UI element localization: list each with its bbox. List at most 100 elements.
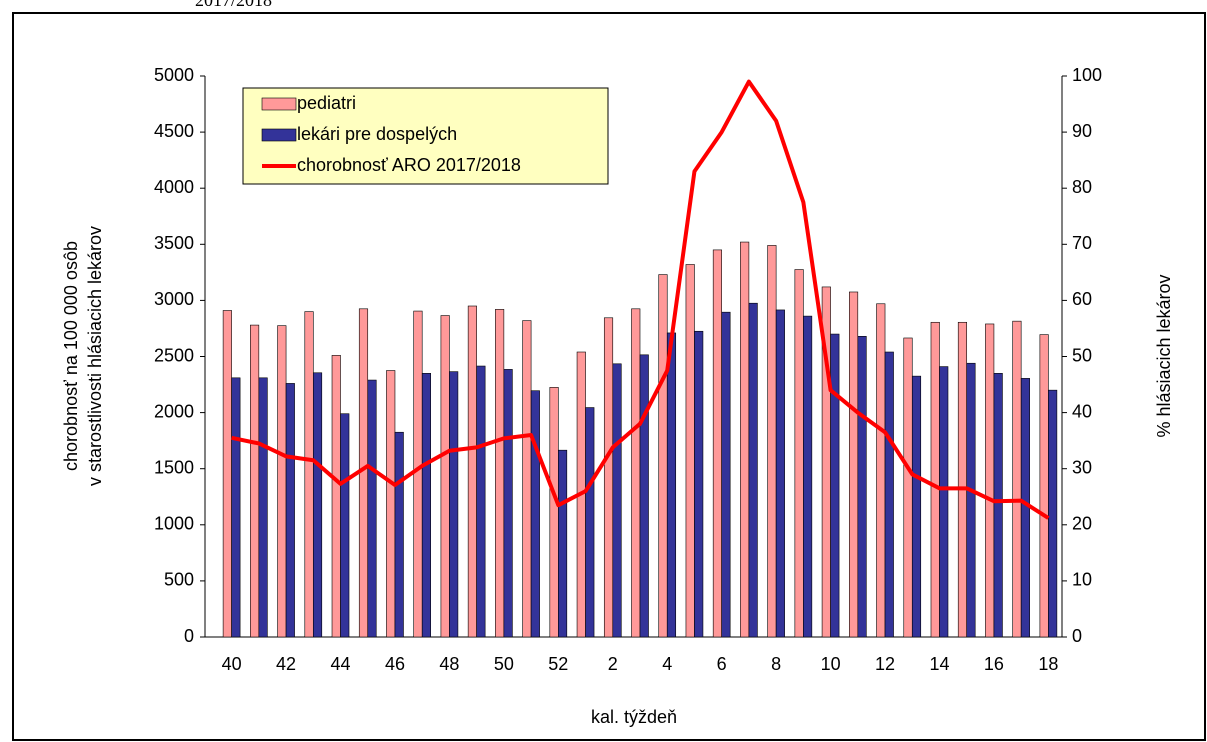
bar xyxy=(449,371,459,638)
legend-label: pediatri xyxy=(297,93,356,113)
bar xyxy=(1012,320,1022,638)
legend-swatch xyxy=(261,97,297,111)
bar xyxy=(957,321,968,638)
bar xyxy=(585,407,595,638)
bar xyxy=(367,379,377,638)
y-tick-label: 3000 xyxy=(154,289,194,309)
bar xyxy=(712,249,722,638)
bar xyxy=(903,337,913,638)
bar xyxy=(748,302,758,638)
bar xyxy=(603,317,614,638)
y2-tick-label: 100 xyxy=(1072,65,1102,85)
chart-subtitle: 2017/2018 xyxy=(195,0,272,10)
line xyxy=(231,79,1050,520)
bar xyxy=(685,264,695,638)
bar xyxy=(767,245,777,638)
y-tick-label: 5000 xyxy=(154,65,194,85)
x-tick-label: 18 xyxy=(1038,654,1058,674)
bar xyxy=(631,308,641,638)
x-tick-label: 14 xyxy=(929,654,949,674)
bar xyxy=(277,325,287,638)
y-tick-label: 0 xyxy=(184,626,194,646)
bar xyxy=(285,383,295,638)
x-tick-label: 16 xyxy=(984,654,1004,674)
legend-label: lekári pre dospelých xyxy=(297,124,457,144)
x-tick-label: 8 xyxy=(771,654,781,674)
bar xyxy=(340,413,350,638)
bar xyxy=(386,370,396,638)
legend-swatch xyxy=(261,128,297,142)
x-tick-label: 52 xyxy=(548,654,568,674)
bar xyxy=(830,333,840,638)
legend-box xyxy=(242,87,609,185)
bar xyxy=(993,373,1003,638)
y2-tick-label: 20 xyxy=(1072,514,1092,534)
y2-tick-label: 80 xyxy=(1072,177,1092,197)
x-tick-label: 48 xyxy=(439,654,459,674)
bar xyxy=(231,377,241,638)
bar xyxy=(930,321,940,638)
y2-tick-label: 0 xyxy=(1072,626,1082,646)
bar xyxy=(440,315,450,638)
bar xyxy=(985,323,995,638)
bar xyxy=(1039,334,1049,638)
bar xyxy=(966,362,976,638)
bar xyxy=(331,355,341,638)
y2-tick-label: 50 xyxy=(1072,345,1092,365)
y2-tick-label: 90 xyxy=(1072,121,1092,141)
x-tick-label: 2 xyxy=(608,654,618,674)
bar xyxy=(1048,389,1058,638)
y2-axis-label: % hlásiacich lekárov xyxy=(1154,274,1174,437)
y2-tick-label: 70 xyxy=(1072,233,1092,253)
x-tick-label: 42 xyxy=(276,654,296,674)
bar xyxy=(421,373,431,638)
bar xyxy=(939,366,949,638)
x-tick-label: 10 xyxy=(821,654,841,674)
x-tick-label: 46 xyxy=(385,654,405,674)
bar xyxy=(530,390,540,638)
bar xyxy=(639,354,649,638)
bar xyxy=(740,241,750,638)
bar xyxy=(258,377,268,638)
x-tick-label: 6 xyxy=(717,654,727,674)
y-tick-label: 4000 xyxy=(154,177,194,197)
bar xyxy=(304,311,314,638)
bar xyxy=(911,375,922,638)
x-tick-label: 40 xyxy=(222,654,242,674)
x-tick-label: 50 xyxy=(494,654,514,674)
bar xyxy=(857,336,867,638)
bar xyxy=(549,387,559,638)
bar xyxy=(721,311,731,638)
bar xyxy=(884,351,894,638)
bar xyxy=(775,309,785,638)
bar xyxy=(1020,378,1030,638)
y-tick-label: 500 xyxy=(164,570,194,590)
bar xyxy=(794,269,804,638)
bar xyxy=(658,274,668,638)
y-tick-label: 2000 xyxy=(154,401,194,421)
y2-tick-label: 10 xyxy=(1072,570,1092,590)
x-tick-label: 4 xyxy=(662,654,672,674)
bar xyxy=(694,330,704,638)
x-tick-label: 12 xyxy=(875,654,895,674)
bar xyxy=(849,291,859,638)
y2-tick-label: 30 xyxy=(1072,457,1092,477)
bar xyxy=(503,369,513,638)
bar xyxy=(250,324,260,638)
bar xyxy=(558,449,568,638)
y-tick-label: 1000 xyxy=(154,514,194,534)
x-axis-label: kal. týždeň xyxy=(591,707,677,727)
bar xyxy=(476,365,486,638)
x-tick-label: 44 xyxy=(331,654,351,674)
y-axis-label: v starostlivosti hlásiacich lekárov xyxy=(85,226,105,486)
y-tick-label: 1500 xyxy=(154,457,194,477)
bar xyxy=(876,303,886,638)
y2-tick-label: 40 xyxy=(1072,401,1092,421)
bar xyxy=(612,363,622,638)
bar xyxy=(495,309,505,638)
bar xyxy=(522,320,532,638)
y-axis-label: chorobnosť na 100 000 osôb xyxy=(61,241,81,471)
y2-tick-label: 60 xyxy=(1072,289,1092,309)
